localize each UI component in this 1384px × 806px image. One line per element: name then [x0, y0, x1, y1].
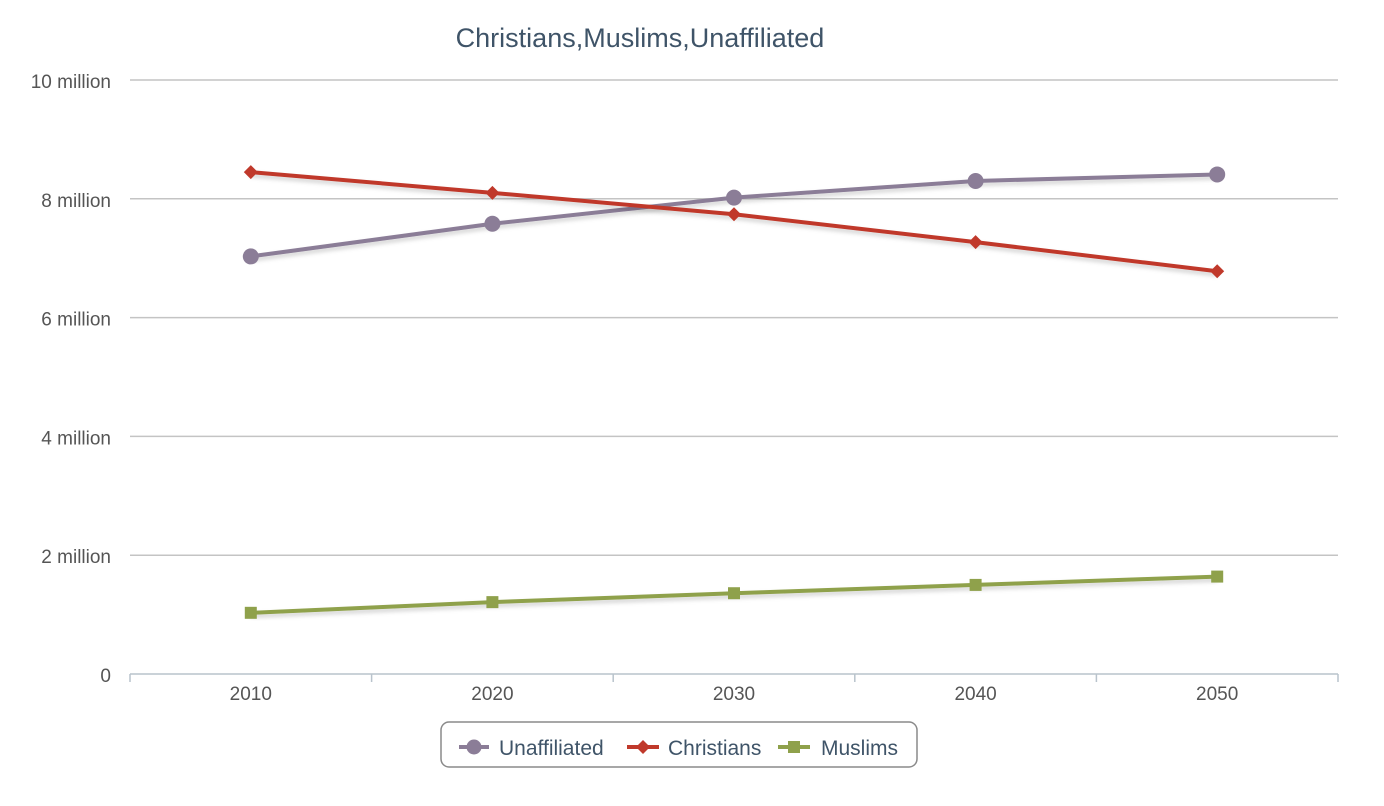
legend-unaffiliated-label: Unaffiliated — [499, 737, 604, 760]
series-muslims — [244, 570, 1224, 619]
data-point-muslims[interactable] — [728, 587, 740, 600]
x-axis: 2010 2020 2030 2040 2050 — [129, 673, 1339, 705]
legend-box — [440, 721, 918, 768]
y-axis: 0 2 million 4 million 6 million 8 million 10 … — [31, 72, 111, 687]
series-group — [242, 165, 1226, 619]
y-tick-label: 6 million — [41, 310, 111, 331]
series-christians — [243, 165, 1225, 279]
legend-muslims-marker — [788, 741, 800, 753]
legend-christians-label: Christians — [668, 737, 761, 760]
data-point-christians[interactable] — [968, 235, 983, 250]
data-point-muslims[interactable] — [244, 606, 257, 619]
legend-unaffiliated-marker — [466, 739, 482, 755]
data-point-unaffiliated[interactable] — [967, 172, 984, 189]
x-tick-label: 2040 — [954, 684, 996, 705]
data-point-muslims[interactable] — [486, 596, 499, 609]
legend-item-unaffiliated[interactable]: Unaffiliated — [459, 737, 604, 760]
series-line-christians — [250, 170, 1218, 274]
y-tick-label: 4 million — [41, 428, 111, 449]
data-point-muslims[interactable] — [1211, 570, 1224, 583]
legend-christians-marker — [636, 740, 650, 754]
x-tick-label: 2030 — [713, 684, 755, 705]
data-point-christians[interactable] — [1210, 264, 1225, 279]
data-point-unaffiliated[interactable] — [242, 248, 259, 265]
data-point-unaffiliated[interactable] — [484, 215, 501, 232]
data-point-unaffiliated[interactable] — [726, 189, 742, 206]
legend-item-christians[interactable]: Christians — [627, 737, 761, 760]
y-tick-label: 0 — [100, 666, 111, 687]
data-point-muslims[interactable] — [969, 578, 982, 591]
x-tick-label: 2050 — [1196, 684, 1238, 705]
y-tick-label: 10 million — [31, 72, 111, 93]
data-point-unaffiliated[interactable] — [1209, 166, 1226, 183]
x-tick-label: 2010 — [230, 684, 272, 705]
legend: Unaffiliated Christians Muslims — [440, 721, 918, 768]
data-point-christians[interactable] — [243, 165, 258, 180]
data-point-christians[interactable] — [485, 185, 500, 200]
y-tick-label: 8 million — [41, 191, 111, 212]
legend-item-muslims[interactable]: Muslims — [778, 737, 898, 760]
gridlines — [130, 79, 1338, 556]
data-point-christians[interactable] — [727, 207, 741, 222]
chart-title: Christians,Muslims,Unaffiliated — [456, 23, 825, 53]
x-tick-label: 2020 — [471, 684, 513, 705]
legend-muslims-label: Muslims — [821, 737, 898, 760]
y-tick-label: 2 million — [41, 547, 111, 568]
series-unaffiliated — [242, 166, 1226, 265]
